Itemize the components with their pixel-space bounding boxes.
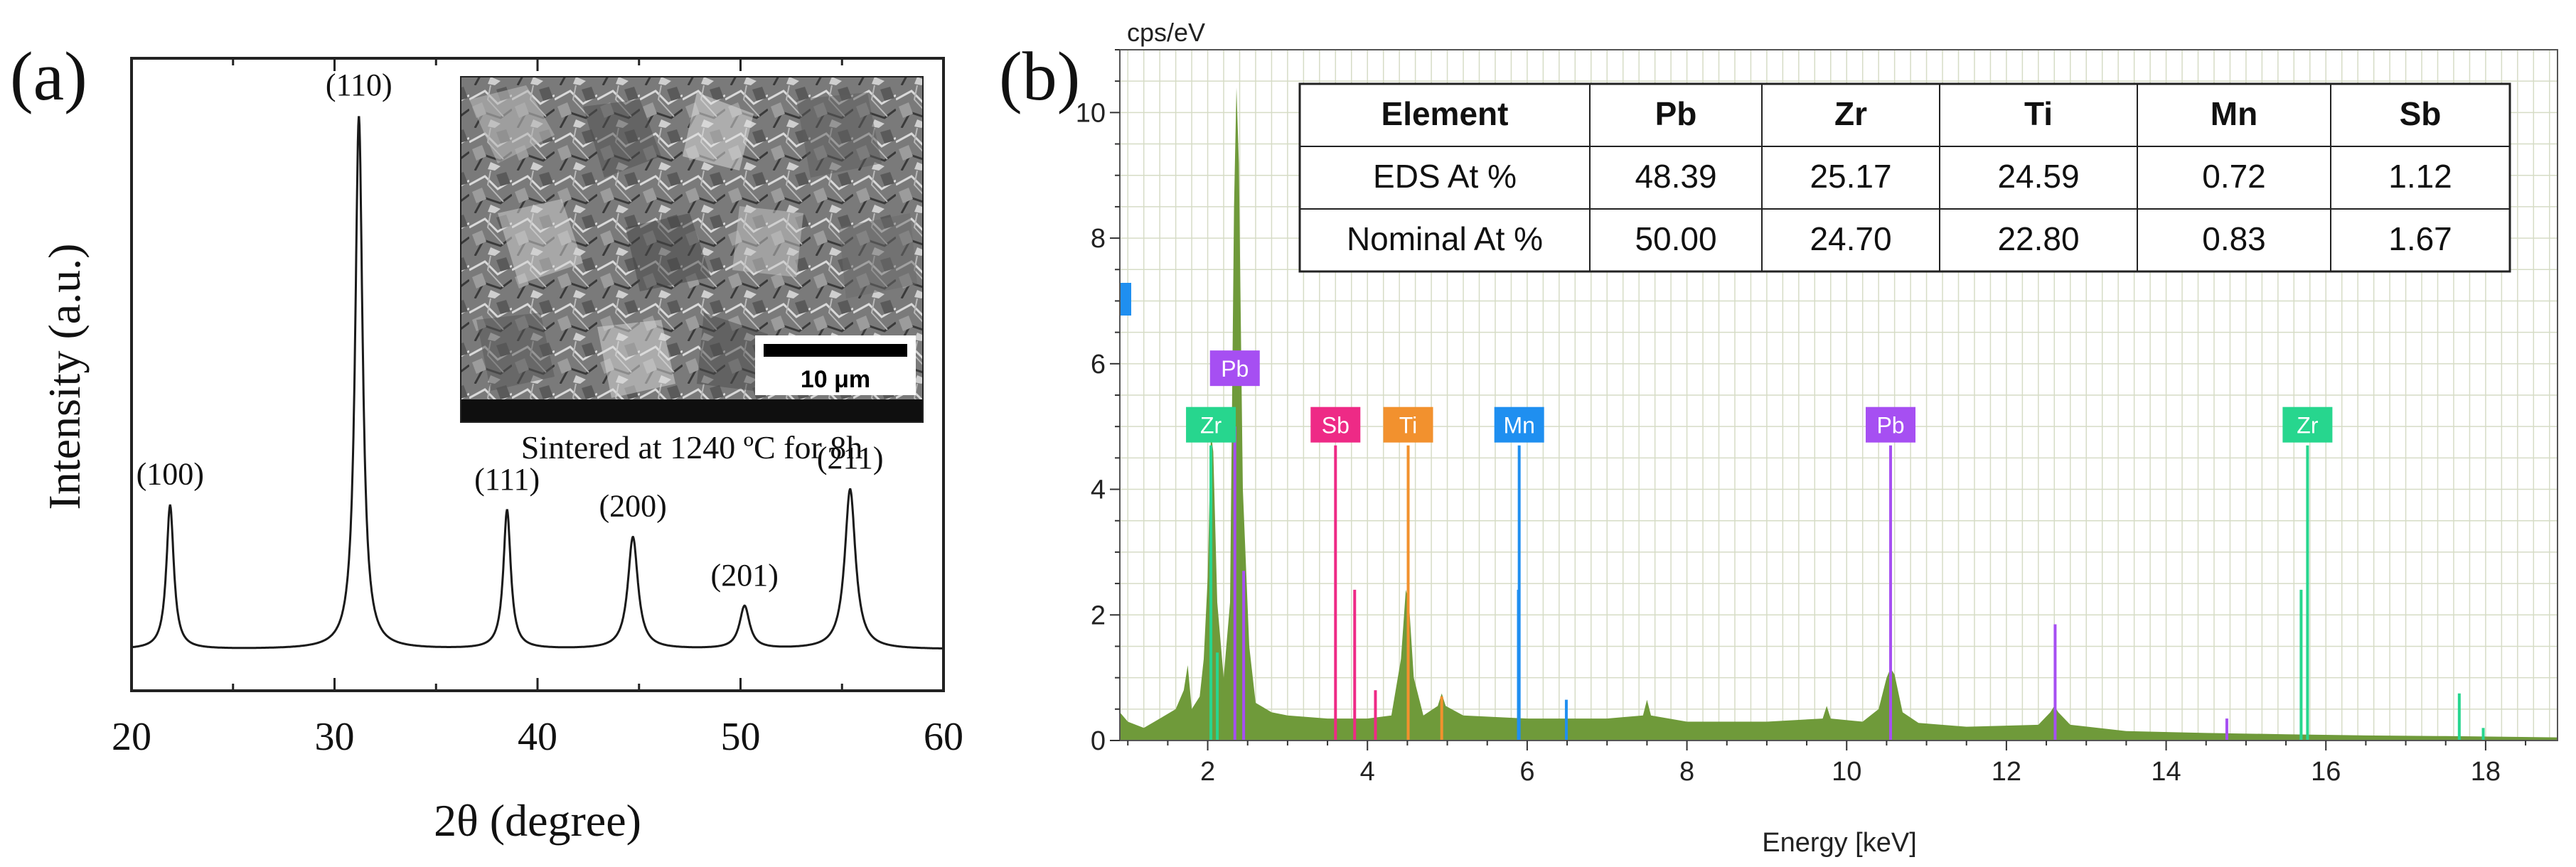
table-cell: 48.39: [1635, 158, 1716, 195]
x-tick-label: 14: [2151, 757, 2181, 787]
x-tick-label: 6: [1519, 757, 1534, 787]
x-tick-label: 4: [1360, 757, 1375, 787]
panel-b-x-axis-title: Energy [keV]: [1762, 828, 1917, 858]
x-tick-label: 10: [1832, 757, 1861, 787]
y-tick-label: 0: [1091, 726, 1106, 756]
element-marker-box: [1383, 406, 1433, 443]
scale-bar: [764, 344, 907, 357]
table-header-cell: Element: [1381, 95, 1509, 132]
table-header-cell: Pb: [1655, 95, 1697, 132]
panel-a-x-ticks: [130, 58, 945, 691]
element-marker-box: [2282, 406, 2333, 443]
table-header-cell: Ti: [2024, 95, 2053, 132]
y-tick-label: 4: [1091, 475, 1106, 505]
panel-b: (b) cps/eV Zr Pb Sb Ti Mn Pb Zr 0 2 4 6 8 10 2 4 6 8 10…: [999, 18, 2558, 858]
x-tick-label: 20: [112, 715, 151, 759]
sem-info-strip: [461, 399, 923, 422]
x-tick-label: 50: [721, 715, 761, 759]
table-cell: 50.00: [1635, 220, 1716, 257]
table-cell: 0.72: [2202, 158, 2266, 195]
y-tick-label: 2: [1091, 601, 1106, 630]
y-tick-label: 10: [1076, 98, 1106, 128]
peak-label: (110): [326, 68, 392, 102]
panel-a-label: (a): [10, 38, 87, 115]
peak-label: (211): [817, 441, 884, 475]
table-header-cell: Mn: [2211, 95, 2257, 132]
table-cell: 1.67: [2388, 220, 2452, 257]
element-marker-box: [1494, 406, 1544, 443]
peak-label: (100): [137, 456, 204, 491]
element-marker-box: [1209, 350, 1260, 387]
table-cell: EDS At %: [1373, 158, 1517, 195]
table-cell: 24.59: [1997, 158, 2079, 195]
panel-a-y-axis-title: Intensity (a.u.): [39, 244, 90, 510]
x-tick-label: 60: [924, 715, 963, 759]
x-tick-label: 8: [1679, 757, 1694, 787]
element-marker-label: Zr: [2297, 413, 2319, 438]
sem-inset-caption: Sintered at 1240 ºC for 8h: [521, 429, 863, 465]
panel-a-x-axis-title: 2θ (degree): [434, 795, 641, 846]
x-tick-label: 40: [518, 715, 557, 759]
peak-label: (111): [474, 462, 540, 497]
table-cell: 0.83: [2202, 220, 2266, 257]
y-tick-label: 6: [1091, 350, 1106, 379]
table-frame: [1298, 82, 2511, 273]
table-cell: 22.80: [1997, 220, 2079, 257]
panel-a-x-tick-labels: 20 30 40 50 60: [112, 715, 963, 759]
x-tick-label: 16: [2311, 757, 2341, 787]
x-tick-label: 12: [1992, 757, 2021, 787]
panel-b-x-ticks: 2 4 6 8 10 12 14 16 18: [1127, 741, 2527, 787]
element-marker-box: [1186, 406, 1236, 443]
peak-label: (200): [599, 488, 667, 523]
panel-a-peak-labels: (100) (110) (111) (200) (201) (211): [137, 68, 884, 593]
element-marker-label: Pb: [1876, 413, 1904, 438]
element-marker-box: [1866, 406, 1916, 443]
scale-bar-label: 10 μm: [801, 366, 870, 393]
table-cell: 25.17: [1810, 158, 1891, 195]
y-tick-label: 8: [1091, 224, 1106, 254]
sem-grain-texture: [469, 85, 917, 398]
table-cell: 1.12: [2388, 158, 2452, 195]
eds-element-markers: Zr Pb Sb Ti Mn Pb Zr: [1186, 350, 2333, 443]
panel-a: (a) 20 30 40 50 60 (100) (110) (111) (200) (201)…: [10, 38, 963, 846]
element-marker-label: Sb: [1322, 413, 1350, 438]
panel-b-y-ticks: 0 2 4 6 8 10: [1076, 49, 1120, 756]
composition-table: Element Pb Zr Ti Mn Sb EDS At % 48.39 25.17 24.59…: [1298, 82, 2511, 273]
xrd-pattern-line: [132, 116, 942, 650]
eds-emission-lines: [1209, 426, 2485, 741]
element-marker-label: Pb: [1221, 356, 1249, 382]
element-marker-box: [1310, 406, 1361, 443]
table-cell: 24.70: [1810, 220, 1891, 257]
x-tick-label: 30: [315, 715, 355, 759]
peak-label: (201): [711, 558, 779, 593]
panel-b-label: (b): [999, 38, 1080, 115]
panel-b-y-unit: cps/eV: [1127, 18, 1205, 47]
x-tick-label: 18: [2471, 757, 2501, 787]
element-marker-label: Ti: [1399, 413, 1417, 438]
element-marker-label: Zr: [1200, 413, 1222, 438]
x-tick-label: 2: [1200, 757, 1215, 787]
sem-inset: 10 μm Sintered at 1240 ºC for 8h: [460, 76, 924, 465]
panel-b-edge-marker: [1120, 283, 1131, 316]
table-cell: Nominal At %: [1347, 220, 1543, 257]
table-header-cell: Sb: [2400, 95, 2442, 132]
element-marker-label: Mn: [1503, 413, 1534, 438]
sem-inset-border: [460, 76, 924, 423]
table-header-cell: Zr: [1834, 95, 1867, 132]
